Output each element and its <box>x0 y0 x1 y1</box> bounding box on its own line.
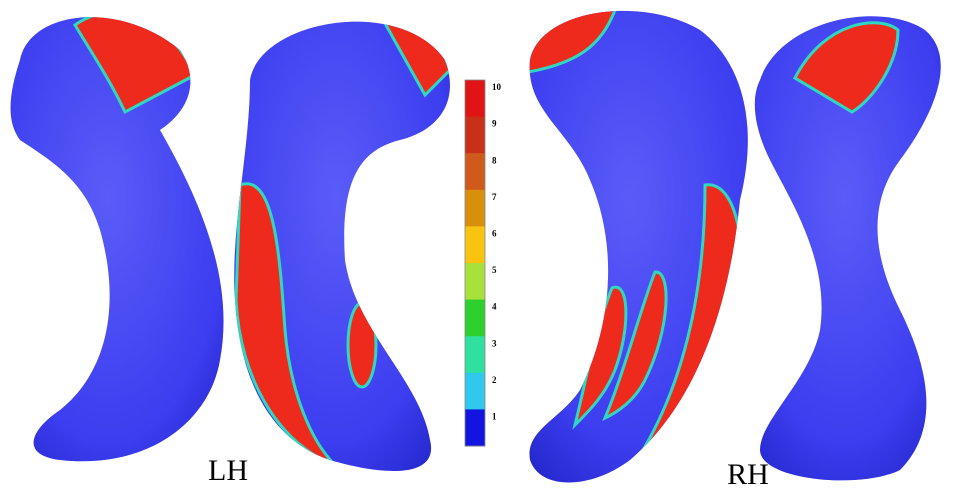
colorbar-label: 1 <box>492 411 497 421</box>
colorbar-label: 9 <box>492 119 497 129</box>
left-medial-shape <box>234 21 450 472</box>
right-hemisphere-label: RH <box>727 458 769 491</box>
colorbar-segment <box>465 189 485 227</box>
colorbar-segment <box>465 116 485 154</box>
colorbar-frame <box>464 79 486 447</box>
colorbar-label: 3 <box>492 338 497 348</box>
left-lateral-shape <box>10 17 224 462</box>
colorbar-segment <box>465 409 485 447</box>
colorbar-segment <box>465 336 485 374</box>
colorbar: 10 9 8 7 6 5 4 3 2 1 <box>464 79 502 447</box>
right-lateral-shape <box>754 16 941 481</box>
colorbar-segment <box>465 299 485 337</box>
left-hemisphere-label: LH <box>208 454 248 487</box>
colorbar-segment <box>465 80 485 118</box>
colorbar-label: 6 <box>492 228 497 238</box>
colorbar-label: 7 <box>492 192 497 202</box>
colorbar-label: 5 <box>492 265 497 275</box>
colorbar-label: 8 <box>492 155 497 165</box>
colorbar-segment <box>465 226 485 264</box>
colorbar-label: 10 <box>492 82 502 92</box>
right-medial-shape <box>529 10 748 483</box>
colorbar-segment <box>465 153 485 191</box>
colorbar-label: 2 <box>492 375 497 385</box>
colorbar-segment <box>465 372 485 410</box>
colorbar-label: 4 <box>492 302 497 312</box>
colorbar-segment <box>465 263 485 301</box>
